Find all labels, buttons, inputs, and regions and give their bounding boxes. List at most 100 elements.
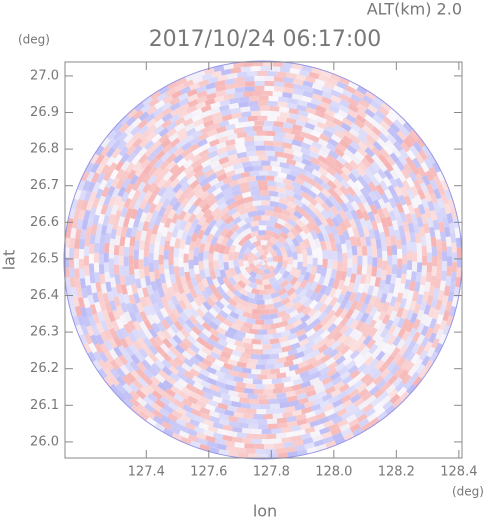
echo-cell [296,392,308,400]
echo-cell [283,380,294,388]
echo-cell [89,153,100,165]
echo-cell [289,243,297,253]
echo-cell [247,373,258,380]
echo-cell [312,359,323,368]
echo-cell [74,305,83,317]
echo-cell [439,280,446,291]
echo-cell [421,145,431,156]
echo-cell [194,321,205,332]
echo-cell [294,311,305,321]
echo-cell [255,319,265,325]
echo-cell [325,172,337,183]
echo-cell [218,355,229,364]
echo-cell [436,268,442,279]
echo-cell [136,172,147,183]
echo-cell [274,86,285,93]
echo-cell [151,322,161,334]
echo-cell [240,402,251,409]
echo-cell [80,199,89,211]
echo-cell [393,140,404,152]
echo-cell [237,71,248,78]
echo-cell [146,151,157,162]
echo-cell [285,431,297,438]
echo-cell [332,260,338,270]
echo-cell [100,204,109,215]
echo-cell [218,387,230,395]
echo-cell [114,160,125,172]
echo-cell [401,264,408,275]
echo-cell [400,234,407,246]
echo-cell [345,239,352,250]
echo-cell [234,386,245,393]
echo-cell [399,211,408,223]
echo-cell [419,182,429,194]
echo-cell [209,122,221,131]
echo-cell [259,105,270,111]
echo-cell [119,114,131,126]
echo-cell [365,394,377,405]
echo-cell [280,225,291,235]
echo-cell [396,292,404,303]
echo-cell [328,348,339,359]
echo-cell [108,337,118,349]
echo-cell [341,428,352,437]
echo-cell [332,178,343,189]
echo-cell [312,397,324,406]
echo-cell [324,357,336,367]
echo-cell [162,404,174,414]
echo-cell [114,209,122,221]
echo-cell [254,443,265,450]
echo-cell [370,176,380,187]
echo-cell [330,371,341,381]
echo-cell [89,304,98,315]
echo-cell [231,188,242,197]
echo-cell [275,181,286,189]
echo-cell [85,226,92,237]
echo-cell [232,365,243,373]
echo-cell [298,397,309,405]
echo-cell [186,88,198,97]
echo-cell [416,216,424,228]
echo-cell [307,118,319,127]
echo-cell [173,381,185,391]
echo-cell [162,170,173,182]
echo-cell [269,338,280,345]
echo-cell [205,213,215,224]
echo-cell [124,182,134,194]
echo-cell [306,356,317,366]
echo-cell [233,375,244,383]
echo-cell [366,245,373,256]
echo-cell [208,177,220,187]
echo-cell [382,116,394,127]
echo-cell [454,227,461,239]
echo-cell [414,153,425,165]
echo-cell [366,338,376,350]
echo-cell [196,95,208,104]
echo-cell [385,216,393,227]
echo-cell [276,262,283,270]
echo-cell [174,291,183,302]
echo-cell [113,153,123,165]
echo-cell [364,303,374,315]
echo-cell [320,201,331,213]
echo-cell [362,327,372,338]
echo-cell [171,282,180,294]
echo-cell [439,304,447,316]
echo-cell [312,322,324,333]
echo-cell [227,72,238,80]
echo-cell [381,342,392,354]
echo-cell [307,209,318,220]
echo-cell [75,324,84,336]
echo-cell [313,175,324,186]
echo-cell [118,245,125,256]
echo-cell [108,196,117,208]
echo-cell [272,211,283,219]
echo-cell [161,366,173,377]
echo-cell [359,98,370,109]
echo-cell [255,145,266,151]
echo-cell [201,328,213,338]
echo-cell [209,415,221,424]
echo-cell [110,359,120,371]
echo-cell [367,285,375,296]
echo-cell [134,240,141,251]
